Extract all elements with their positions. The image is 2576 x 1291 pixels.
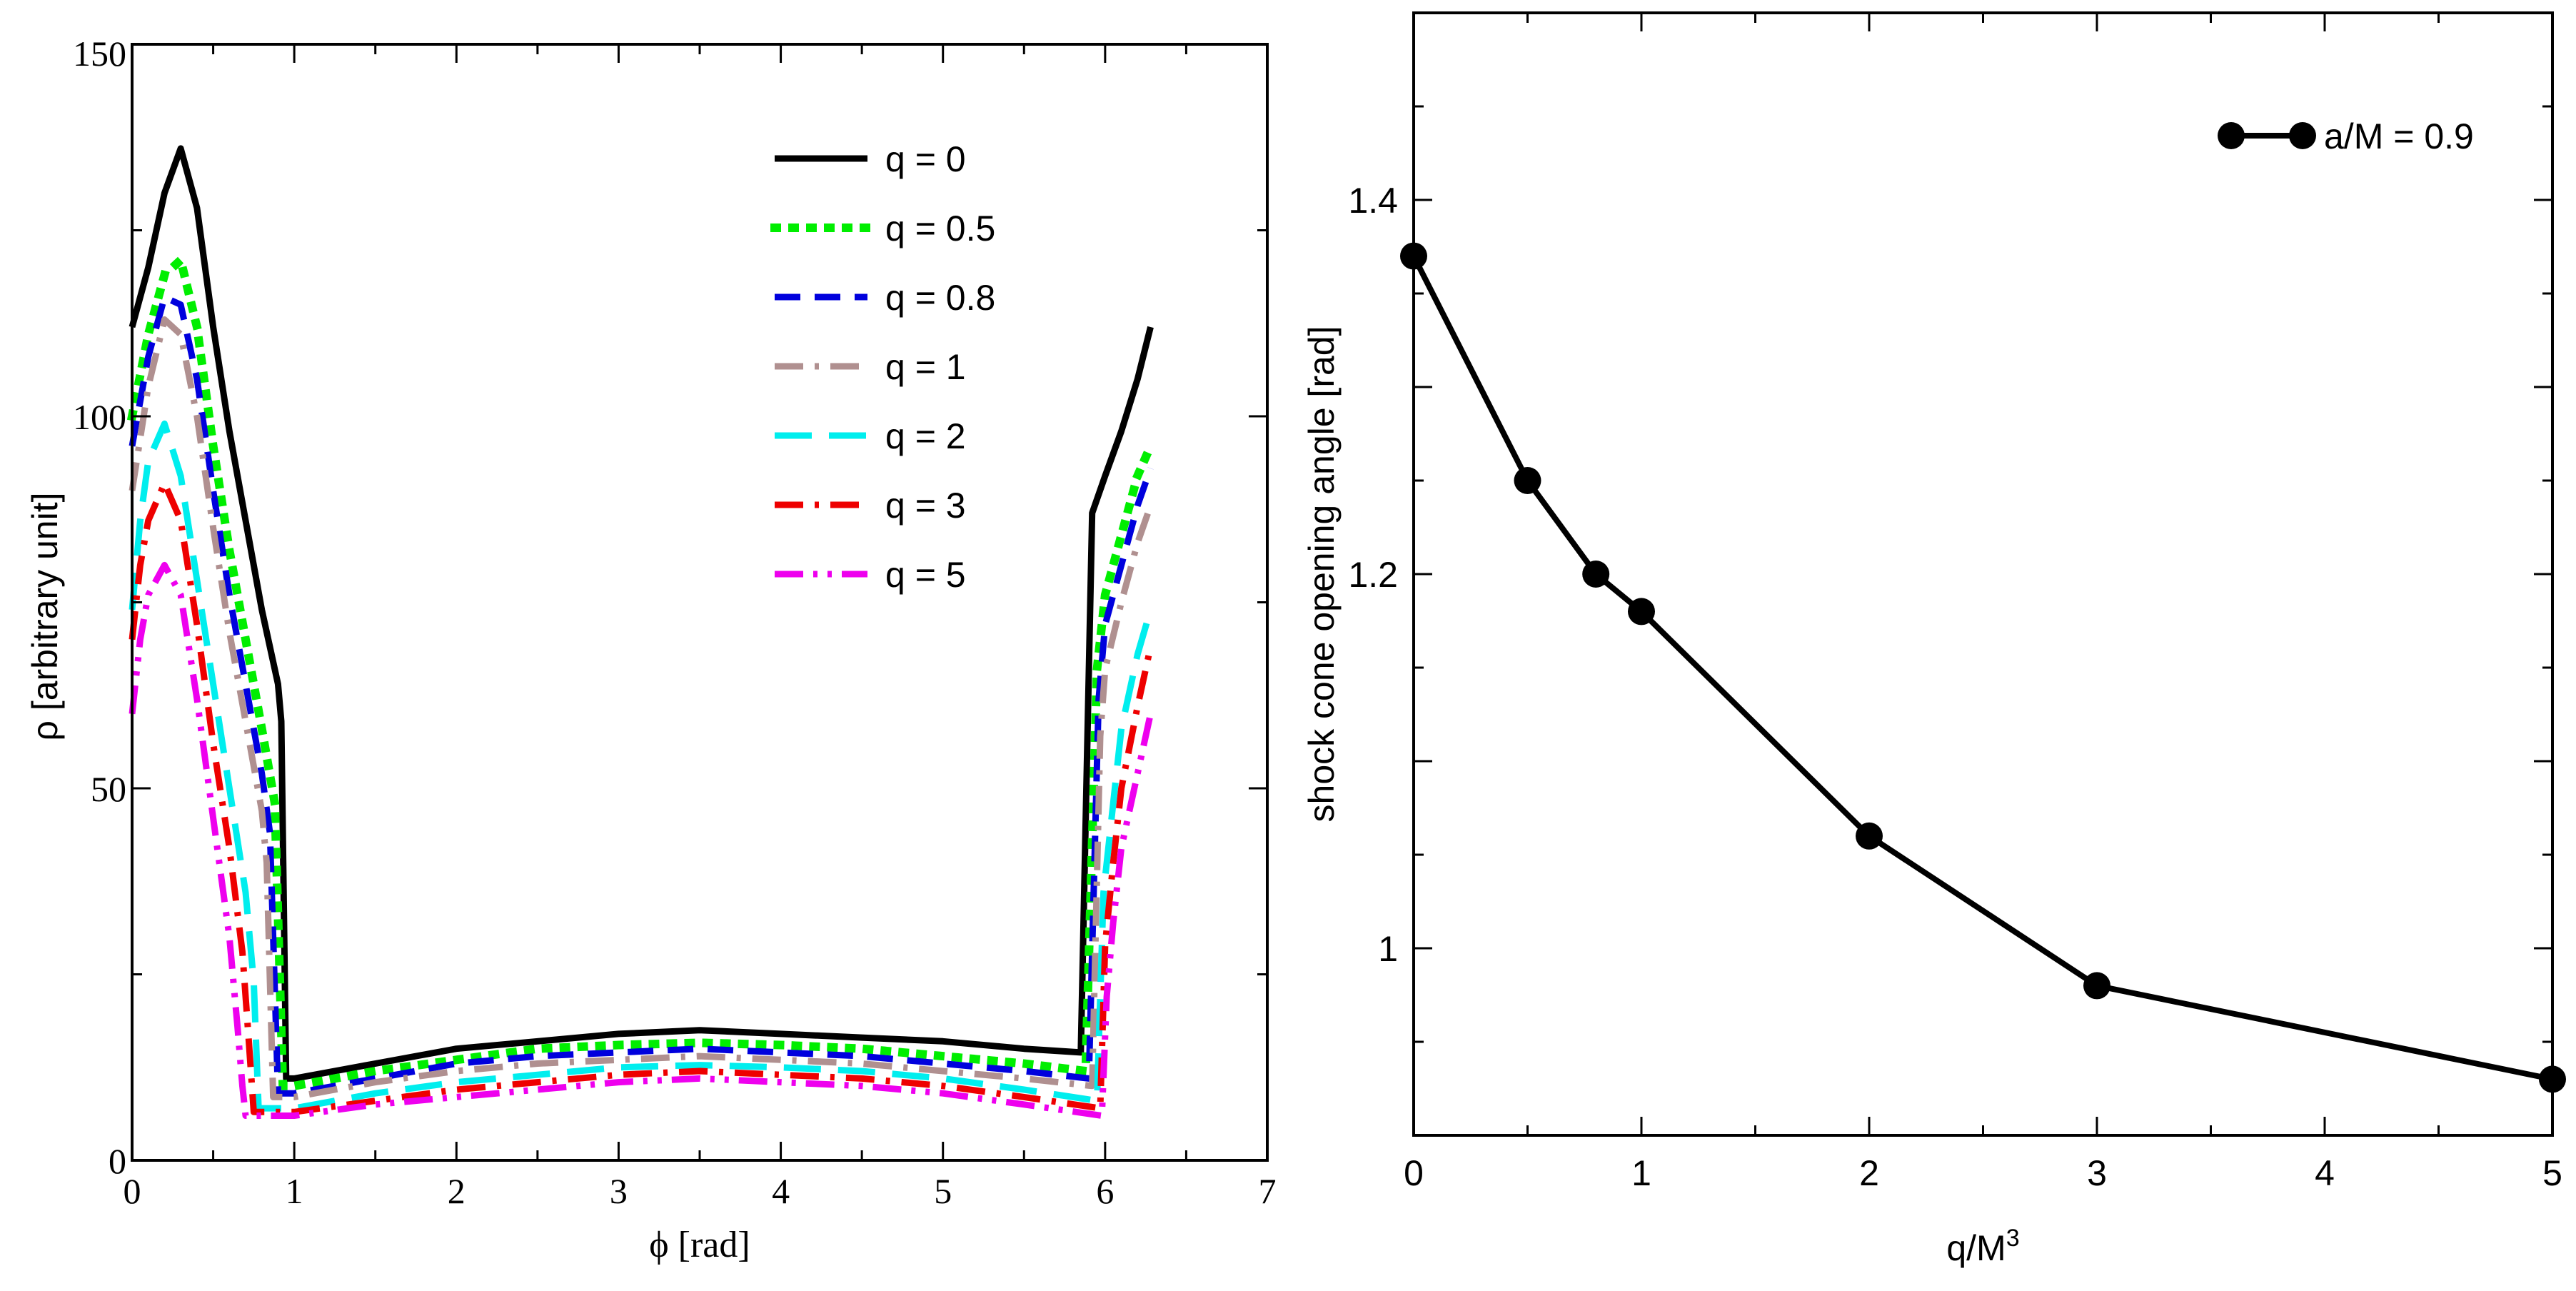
left-series-line-2 — [129, 293, 1154, 1097]
left-x-tick-label: 2 — [448, 1171, 466, 1211]
left-series-line-5 — [129, 480, 1154, 1115]
left-legend-label-2: q = 0.8 — [885, 278, 995, 318]
left-x-tick-label: 5 — [934, 1171, 952, 1211]
left-x-axis-title: ϕ [rad] — [649, 1225, 750, 1265]
right-x-axis-title-main: q/M — [1946, 1228, 2006, 1268]
right-legend-marker — [2218, 122, 2245, 149]
left-x-tick-label: 1 — [286, 1171, 303, 1211]
right-x-tick-labels: 0 1 2 3 4 5 — [1404, 1153, 2562, 1193]
right-x-tick-label: 0 — [1404, 1153, 1424, 1193]
left-series-line-0 — [129, 145, 1154, 1082]
right-data-point — [1514, 467, 1541, 494]
right-x-tick-label: 5 — [2542, 1153, 2562, 1193]
right-legend-label-0: a/M = 0.9 — [2324, 116, 2474, 156]
right-ticks — [1412, 11, 2554, 1137]
right-x-axis-title-superscript: 3 — [2006, 1225, 2020, 1252]
left-x-tick-label: 4 — [772, 1171, 790, 1211]
left-series-line-4 — [129, 420, 1154, 1112]
left-x-tick-label: 3 — [610, 1171, 628, 1211]
left-x-tick-label: 0 — [124, 1171, 141, 1211]
right-y-tick-labels: 1 1.2 1.4 — [1348, 181, 1398, 969]
left-y-tick-labels: 0 50 100 150 — [73, 34, 126, 1181]
left-legend-label-0: q = 0 — [885, 139, 966, 179]
right-legend-marker — [2289, 122, 2316, 149]
right-data-point — [2083, 972, 2110, 1000]
right-x-axis-title: q/M3 — [1946, 1225, 2019, 1268]
left-legend-label-5: q = 3 — [885, 486, 966, 526]
left-legend-label-6: q = 5 — [885, 555, 966, 595]
left-x-tick-labels: 0 1 2 3 4 5 6 7 — [124, 1171, 1277, 1211]
left-ticks — [131, 43, 1269, 1162]
right-x-tick-label: 4 — [2315, 1153, 2335, 1193]
left-x-tick-label: 7 — [1259, 1171, 1277, 1211]
left-chart: 0 1 2 3 4 5 6 7 0 50 100 150 ϕ [rad] ρ [arbitrary … — [25, 34, 1277, 1265]
left-y-tick-label: 50 — [91, 769, 126, 809]
left-y-tick-label: 0 — [109, 1141, 126, 1181]
right-y-tick-label: 1 — [1378, 929, 1398, 969]
right-x-tick-label: 2 — [1859, 1153, 1879, 1193]
left-series-group — [126, 145, 1157, 1119]
left-y-tick-label: 150 — [73, 34, 126, 74]
right-data-point — [1582, 561, 1610, 588]
left-y-axis-title: ρ [arbitrary unit] — [25, 493, 65, 741]
right-y-axis-title: shock cone opening angle [rad] — [1302, 326, 1342, 823]
right-x-tick-label: 3 — [2087, 1153, 2107, 1193]
right-x-tick-label: 1 — [1631, 1153, 1651, 1193]
right-y-tick-label: 1.2 — [1348, 555, 1398, 595]
right-data-point — [1628, 598, 1655, 626]
left-legend-label-3: q = 1 — [885, 347, 966, 387]
left-legend: q = 0 q = 0.5 q = 0.8 q = 1 q = 2 q = 3 q = 5 — [770, 139, 995, 595]
left-legend-label-1: q = 0.5 — [885, 209, 995, 248]
right-legend: a/M = 0.9 — [2218, 116, 2474, 156]
right-data-point — [1856, 822, 1883, 850]
left-legend-label-4: q = 2 — [885, 416, 966, 456]
left-series-line-6 — [129, 561, 1154, 1119]
right-y-tick-label: 1.4 — [1348, 181, 1398, 221]
left-x-tick-label: 6 — [1096, 1171, 1114, 1211]
left-series-line-3 — [129, 316, 1154, 1100]
left-y-tick-label: 100 — [73, 397, 126, 437]
